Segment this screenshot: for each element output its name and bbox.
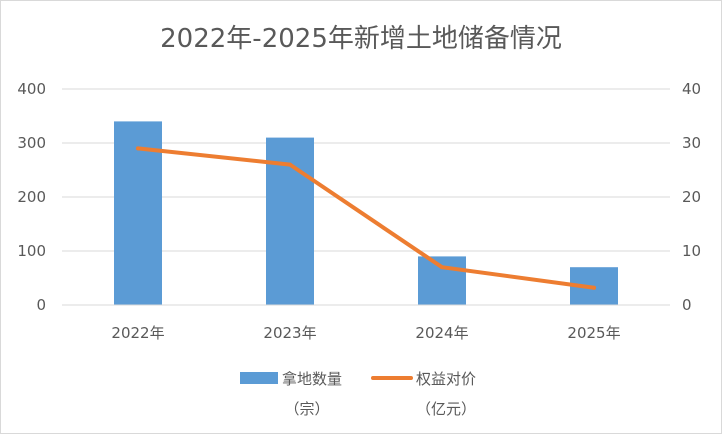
- line-point: [592, 285, 596, 290]
- legend-label-line: 权益对价: [416, 370, 476, 388]
- line-point: [136, 146, 140, 151]
- line-point: [288, 162, 292, 167]
- y-right-tick-label: 40: [682, 80, 701, 98]
- x-tick-label: 2024年: [415, 324, 468, 342]
- legend-unit-line: （亿元）: [416, 400, 476, 418]
- y-left-tick-label: 300: [17, 134, 46, 152]
- y-right-tick-label: 30: [682, 134, 701, 152]
- line-point: [440, 265, 444, 270]
- legend-unit-bar: （宗）: [284, 400, 329, 418]
- y-right-tick-label: 20: [682, 188, 701, 206]
- y-left-tick-label: 200: [17, 188, 46, 206]
- x-tick-label: 2023年: [263, 324, 316, 342]
- y-left-tick-label: 400: [17, 80, 46, 98]
- y-right-tick-label: 0: [682, 296, 692, 314]
- line-series: [136, 146, 596, 290]
- y-left-tick-label: 100: [17, 242, 46, 260]
- y-left-tick-label: 0: [36, 296, 46, 314]
- x-tick-label: 2022年: [111, 324, 164, 342]
- legend-swatch-bar: [240, 372, 278, 384]
- y-right-tick-label: 10: [682, 242, 701, 260]
- legend-label-bar: 拿地数量: [282, 370, 342, 388]
- chart-title: 2022年-2025年新增土地储备情况: [160, 24, 562, 54]
- bar: [418, 256, 466, 305]
- x-tick-label: 2025年: [567, 324, 620, 342]
